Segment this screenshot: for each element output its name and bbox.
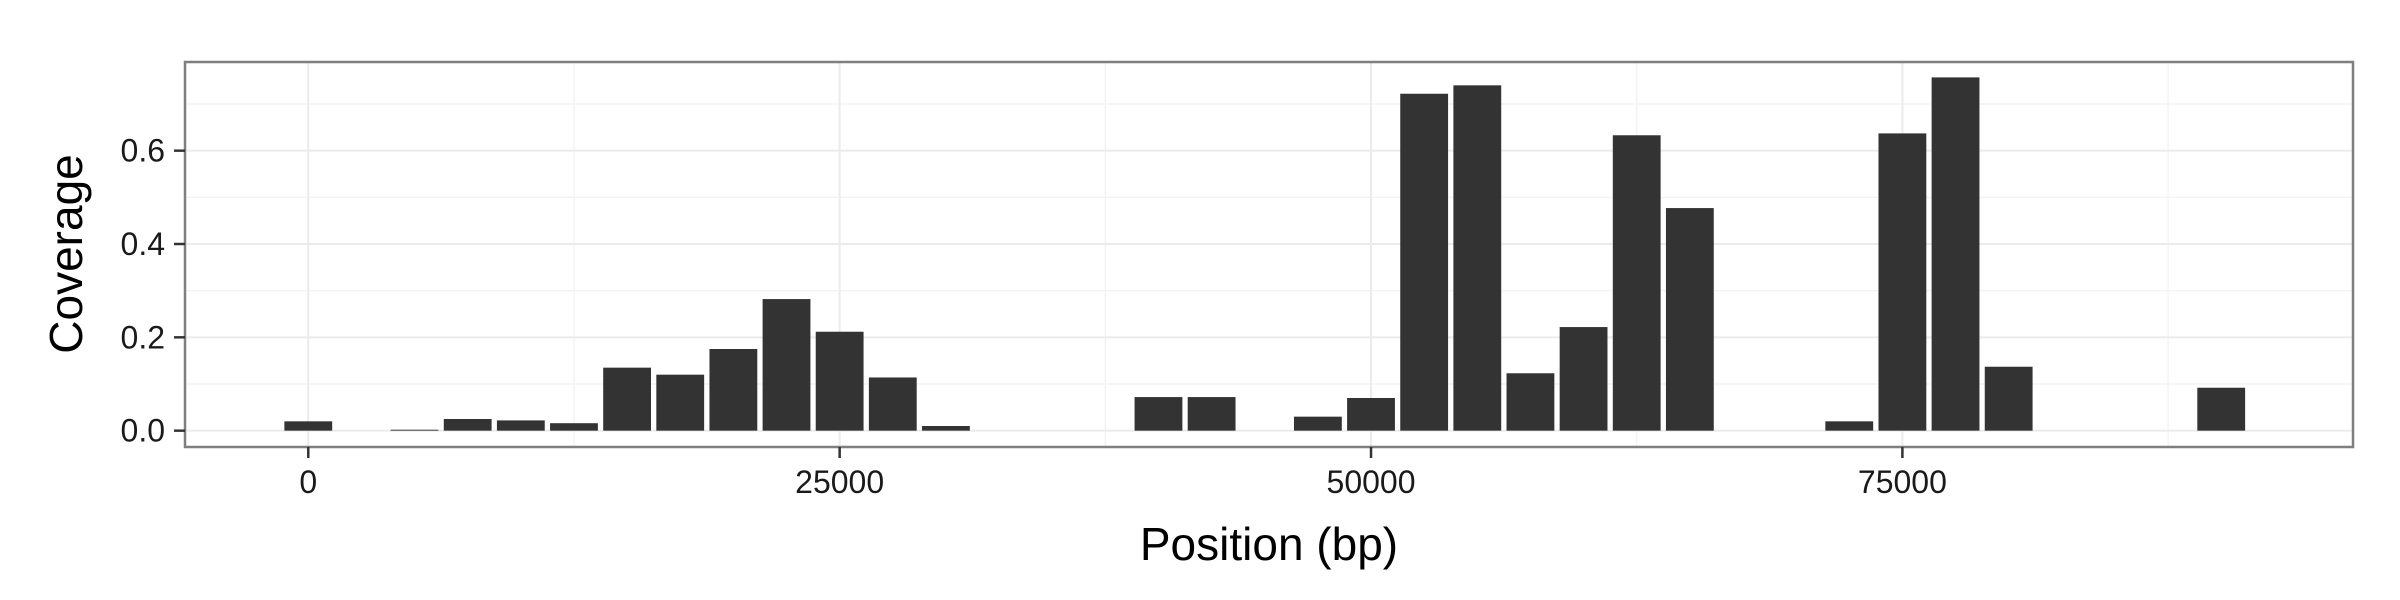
x-axis: 0 25000 50000 75000	[299, 447, 1947, 500]
bar	[815, 331, 864, 431]
bar	[1825, 421, 1874, 431]
bar	[1665, 208, 1714, 431]
bar	[284, 421, 333, 431]
bar	[1347, 398, 1395, 431]
y-axis-title: Coverage	[40, 154, 92, 353]
y-tick-label: 0.0	[121, 413, 165, 449]
bar	[1878, 133, 1927, 431]
bar	[603, 367, 652, 431]
bar	[1187, 397, 1236, 431]
bar	[1293, 416, 1342, 431]
bar	[496, 420, 545, 431]
bar	[550, 423, 598, 431]
x-tick-label: 75000	[1858, 464, 1947, 500]
bars	[284, 77, 2246, 431]
bar	[1134, 397, 1183, 431]
x-axis-title: Position (bp)	[1140, 518, 1398, 570]
bar	[1612, 135, 1661, 431]
bar	[762, 299, 811, 431]
bar	[443, 419, 492, 431]
y-tick-label: 0.2	[121, 319, 165, 355]
panel-border	[183, 60, 2355, 449]
bar	[1559, 327, 1608, 431]
major-grid	[185, 62, 2353, 447]
bar	[1931, 77, 1980, 431]
bar	[868, 377, 917, 431]
x-tick-label: 0	[299, 464, 317, 500]
bar	[1453, 85, 1502, 431]
y-tick-label: 0.6	[121, 133, 165, 169]
bar	[2197, 387, 2246, 431]
x-tick-label: 25000	[795, 464, 884, 500]
x-tick-label: 50000	[1327, 464, 1416, 500]
bar	[390, 429, 439, 431]
bar	[1506, 373, 1555, 431]
bar	[656, 374, 705, 431]
y-tick-label: 0.4	[121, 226, 165, 262]
bar	[1400, 93, 1449, 431]
bar	[1984, 366, 2033, 431]
y-axis: 0.0 0.2 0.4 0.6	[121, 133, 185, 449]
bar	[922, 426, 970, 431]
bar	[709, 349, 758, 431]
